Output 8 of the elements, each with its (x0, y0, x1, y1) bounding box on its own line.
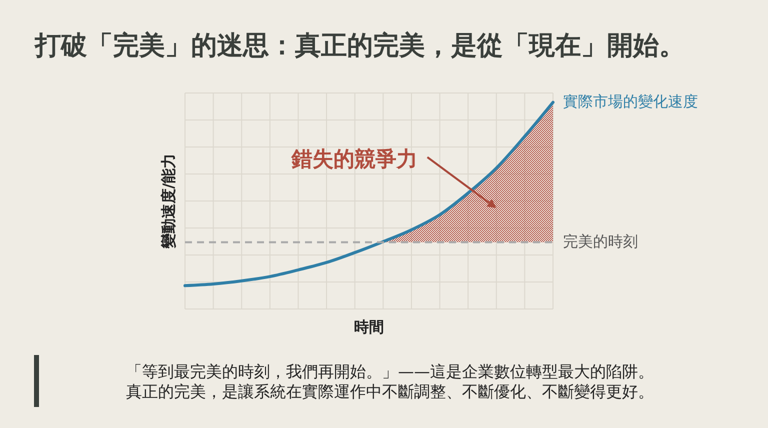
ref-line-label: 完美的時刻 (563, 232, 638, 251)
text: 真正的完美，是讓系統在實際運作中不斷調整、不斷優化、不斷變得更好。 (126, 382, 654, 401)
y-axis-title: 變動速度/能力 (160, 153, 178, 249)
annotation: 錯失的競爭力 (291, 147, 418, 172)
chart-title: 打破「完美」的迷思：真正的完美，是從「現在」開始。 (35, 31, 685, 61)
text: 「等到最完美的時刻，我們再開始。」——這是企業數位轉型最大的陷阱。 (126, 362, 654, 381)
series-label: 實際市場的變化速度 (563, 92, 698, 111)
x-axis-title: 時間 (354, 318, 384, 336)
